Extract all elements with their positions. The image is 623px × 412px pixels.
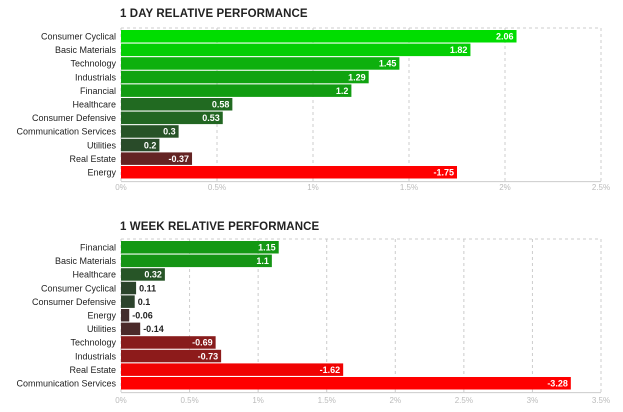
data-label: -1.75	[433, 167, 454, 177]
category-label: Real Estate	[69, 365, 116, 375]
bar[interactable]	[121, 30, 517, 43]
chart-1-day-relative-performance: 0% 0.5% 1% 1.5% 2% 2.5% Consumer Cyclical 2.06 B…	[16, 27, 610, 192]
data-label: -0.73	[198, 351, 219, 361]
bar[interactable]	[121, 281, 137, 295]
category-label: Consumer Cyclical	[41, 31, 116, 41]
category-label: Basic Materials	[55, 45, 117, 55]
bar[interactable]	[121, 349, 222, 363]
x-tick-label: 0%	[115, 396, 127, 405]
x-tick-label: 2%	[499, 183, 511, 192]
data-label: 1.82	[450, 45, 468, 55]
category-label: Technology	[70, 338, 116, 348]
category-label: Basic Materials	[55, 256, 117, 266]
category-label: Consumer Defensive	[32, 297, 116, 307]
data-label: -0.14	[143, 324, 164, 334]
x-tick-label: 1.5%	[318, 396, 336, 405]
data-label: -1.62	[320, 365, 341, 375]
data-label: -3.28	[547, 378, 568, 388]
category-label: Financial	[80, 242, 116, 252]
bar[interactable]	[121, 295, 135, 308]
data-label: 0.11	[139, 283, 156, 293]
data-label: 0.32	[144, 270, 162, 280]
bar[interactable]	[121, 254, 272, 268]
data-label: -0.06	[132, 310, 153, 320]
category-label: Energy	[87, 310, 116, 320]
bar[interactable]	[121, 43, 471, 57]
bar[interactable]	[121, 336, 216, 349]
bar[interactable]	[121, 125, 179, 138]
x-tick-label: 1%	[307, 183, 319, 192]
x-tick-label: 1.5%	[400, 183, 418, 192]
data-label: 0.53	[202, 113, 220, 123]
data-label: 0.3	[163, 127, 176, 137]
x-tick-label: 2.5%	[592, 183, 610, 192]
x-tick-label: 0.5%	[208, 183, 226, 192]
x-tick-label: 3.5%	[592, 396, 610, 405]
bar[interactable]	[121, 84, 352, 97]
bar[interactable]	[121, 57, 400, 70]
x-tick-label: 2%	[390, 396, 402, 405]
x-tick-label: 0.5%	[180, 396, 198, 405]
x-tick-label: 2.5%	[455, 396, 473, 405]
category-label: Financial	[80, 86, 116, 96]
x-tick-label: 1%	[252, 396, 264, 405]
bar[interactable]	[121, 98, 233, 111]
category-label: Communication Services	[16, 127, 116, 137]
data-label: 0.1	[138, 297, 151, 307]
bar[interactable]	[121, 363, 344, 376]
data-label: -0.37	[169, 154, 190, 164]
data-label: 1.15	[258, 242, 276, 252]
chart-title-1-week: 1 WEEK RELATIVE PERFORMANCE	[120, 221, 320, 233]
bar[interactable]	[121, 241, 279, 254]
data-label: -0.69	[192, 338, 213, 348]
x-tick-label: 0%	[115, 183, 127, 192]
category-label: Industrials	[75, 72, 117, 82]
bar[interactable]	[121, 152, 193, 165]
bar[interactable]	[121, 322, 141, 336]
category-label: Real Estate	[69, 154, 116, 164]
category-label: Healthcare	[72, 270, 116, 280]
data-label: 1.45	[379, 59, 397, 69]
data-label: 2.06	[496, 31, 514, 41]
chart-title-1-day: 1 DAY RELATIVE PERFORMANCE	[120, 8, 308, 20]
bar[interactable]	[121, 138, 160, 152]
bar[interactable]	[121, 309, 130, 322]
bar[interactable]	[121, 377, 571, 390]
category-label: Healthcare	[72, 99, 116, 109]
category-label: Energy	[87, 167, 116, 177]
category-label: Communication Services	[16, 378, 116, 388]
category-label: Industrials	[75, 351, 117, 361]
category-label: Utilities	[87, 324, 117, 334]
category-label: Consumer Cyclical	[41, 283, 116, 293]
category-label: Technology	[70, 59, 116, 69]
bar[interactable]	[121, 166, 457, 179]
bar[interactable]	[121, 70, 369, 84]
data-label: 0.2	[144, 140, 157, 150]
data-label: 1.2	[336, 86, 349, 96]
category-label: Utilities	[87, 140, 117, 150]
category-label: Consumer Defensive	[32, 113, 116, 123]
bar[interactable]	[121, 268, 165, 281]
data-label: 1.1	[256, 256, 269, 266]
data-label: 0.58	[212, 99, 230, 109]
data-label: 1.29	[348, 72, 366, 82]
bar[interactable]	[121, 111, 223, 125]
x-tick-label: 3%	[527, 396, 539, 405]
